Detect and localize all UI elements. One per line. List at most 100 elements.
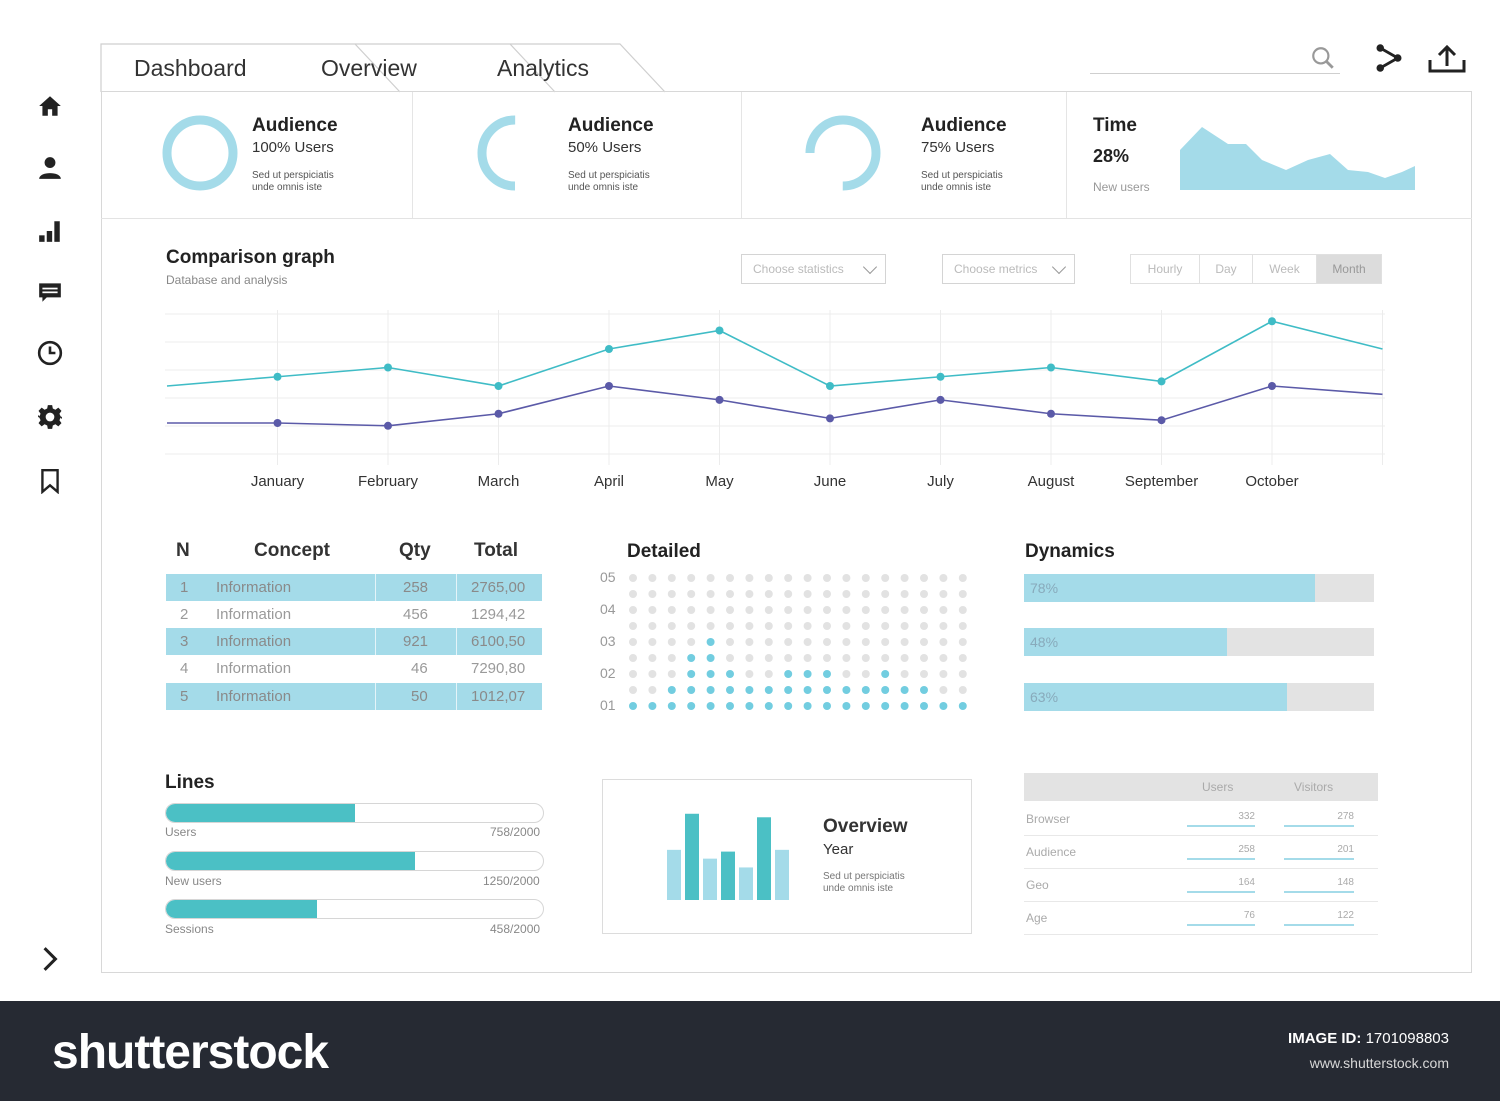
matrix-dot [629, 686, 637, 694]
data-point[interactable] [1047, 363, 1055, 372]
matrix-dot [803, 590, 812, 598]
data-point[interactable] [1268, 317, 1276, 326]
cell-qty: 258 [403, 579, 429, 596]
data-point[interactable] [384, 363, 392, 372]
matrix-dot [784, 702, 793, 710]
upload-icon[interactable] [1428, 44, 1466, 74]
tab-dashboard[interactable]: Dashboard [134, 44, 247, 92]
data-point[interactable] [936, 372, 945, 381]
traffic-row[interactable]: Browser 332 278 [1024, 803, 1378, 836]
traffic-header-users: Users [1202, 780, 1234, 794]
data-point[interactable] [605, 345, 613, 353]
matrix-dot [764, 590, 773, 598]
share-icon[interactable] [1374, 43, 1404, 73]
matrix-dot [803, 702, 812, 710]
matrix-dot [958, 638, 967, 646]
overview-card-description: Sed ut perspiciatis [823, 871, 905, 882]
data-point[interactable] [1268, 382, 1276, 390]
data-point[interactable] [494, 409, 503, 418]
statistics-dropdown[interactable]: Choose statistics [741, 254, 886, 284]
data-point[interactable] [936, 395, 945, 404]
dynamics-bar-fill [1024, 574, 1315, 602]
stat-description: Sed ut perspiciatis [252, 170, 334, 181]
matrix-dot [745, 702, 754, 710]
traffic-table-header: Users Visitors [1024, 773, 1378, 801]
clock-icon[interactable] [36, 339, 64, 367]
footer-url: www.shutterstock.com [1309, 1055, 1449, 1071]
matrix-dot [726, 590, 734, 598]
cell-concept: Information [216, 579, 292, 596]
data-point[interactable] [605, 382, 613, 390]
tab-overview[interactable]: Overview [321, 44, 417, 92]
traffic-visitors-value: 122 [1284, 910, 1354, 926]
data-point[interactable] [1157, 416, 1166, 425]
traffic-row-label: Geo [1026, 878, 1049, 892]
chevron-right-icon[interactable] [36, 945, 64, 973]
progress-label: Users [165, 825, 197, 839]
period-month-button[interactable]: Month [1316, 254, 1382, 284]
period-day-button[interactable]: Day [1199, 254, 1253, 284]
data-point[interactable] [1157, 377, 1166, 386]
matrix-dot [920, 654, 928, 662]
data-point[interactable] [715, 326, 724, 335]
home-icon[interactable] [36, 92, 64, 120]
matrix-dot [900, 574, 909, 582]
matrix-dot [803, 606, 812, 614]
gear-icon[interactable] [36, 403, 64, 431]
matrix-dot [726, 606, 734, 614]
data-point[interactable] [826, 414, 834, 423]
data-point[interactable] [826, 382, 834, 390]
traffic-visitors-value: 148 [1284, 877, 1354, 893]
matrix-dot [648, 686, 657, 694]
bar-chart-icon[interactable] [36, 217, 64, 245]
data-point[interactable] [494, 382, 503, 390]
overview-bar [739, 867, 753, 900]
matrix-dot [648, 654, 657, 662]
overview-card [602, 779, 972, 934]
matrix-dot [823, 654, 831, 662]
table-row[interactable]: 1 Information 258 2765,00 [166, 574, 542, 601]
metrics-dropdown[interactable]: Choose metrics [942, 254, 1075, 284]
overview-card-description: unde omnis iste [823, 883, 894, 894]
y-tick: 04 [600, 601, 616, 617]
chat-icon[interactable] [36, 278, 64, 306]
stat-subtitle: 50% Users [568, 139, 642, 156]
data-point[interactable] [715, 395, 724, 404]
search-input[interactable] [1090, 46, 1340, 74]
traffic-row[interactable]: Age 76 122 [1024, 902, 1378, 935]
traffic-row[interactable]: Audience 258 201 [1024, 836, 1378, 869]
matrix-dot [629, 590, 637, 598]
tab-analytics-label: Analytics [497, 54, 590, 81]
table-row[interactable]: 2 Information 456 1294,42 [166, 601, 542, 628]
matrix-dot [745, 574, 754, 582]
matrix-dot [784, 606, 793, 614]
table-row[interactable]: 5 Information 50 1012,07 [166, 683, 542, 710]
traffic-row[interactable]: Geo 164 148 [1024, 869, 1378, 902]
tab-analytics[interactable]: Analytics [497, 44, 589, 92]
matrix-dot [687, 622, 696, 630]
table-row[interactable]: 4 Information 46 7290,80 [166, 655, 542, 682]
data-point[interactable] [273, 419, 282, 427]
matrix-dot [803, 638, 812, 646]
table-row[interactable]: 3 Information 921 6100,50 [166, 628, 542, 655]
matrix-dot [706, 686, 715, 694]
matrix-dot [726, 574, 734, 582]
user-icon[interactable] [36, 154, 64, 182]
bookmark-icon[interactable] [36, 467, 64, 495]
matrix-dot [958, 686, 967, 694]
matrix-dot [726, 670, 734, 678]
detailed-title: Detailed [627, 541, 701, 562]
data-point[interactable] [273, 372, 282, 381]
footer-bar: shutterstock IMAGE ID: 1701098803 www.sh… [0, 1001, 1500, 1101]
matrix-dot [920, 622, 928, 630]
matrix-dot [687, 702, 696, 710]
cell-n: 1 [180, 579, 189, 596]
data-point[interactable] [1047, 409, 1055, 418]
data-point[interactable] [384, 421, 392, 430]
period-week-button[interactable]: Week [1252, 254, 1317, 284]
search-icon[interactable] [1310, 45, 1336, 71]
matrix-dot [745, 654, 754, 662]
brand-logo: shutterstock [52, 1026, 329, 1079]
period-hourly-button[interactable]: Hourly [1130, 254, 1200, 284]
matrix-dot [958, 654, 967, 662]
